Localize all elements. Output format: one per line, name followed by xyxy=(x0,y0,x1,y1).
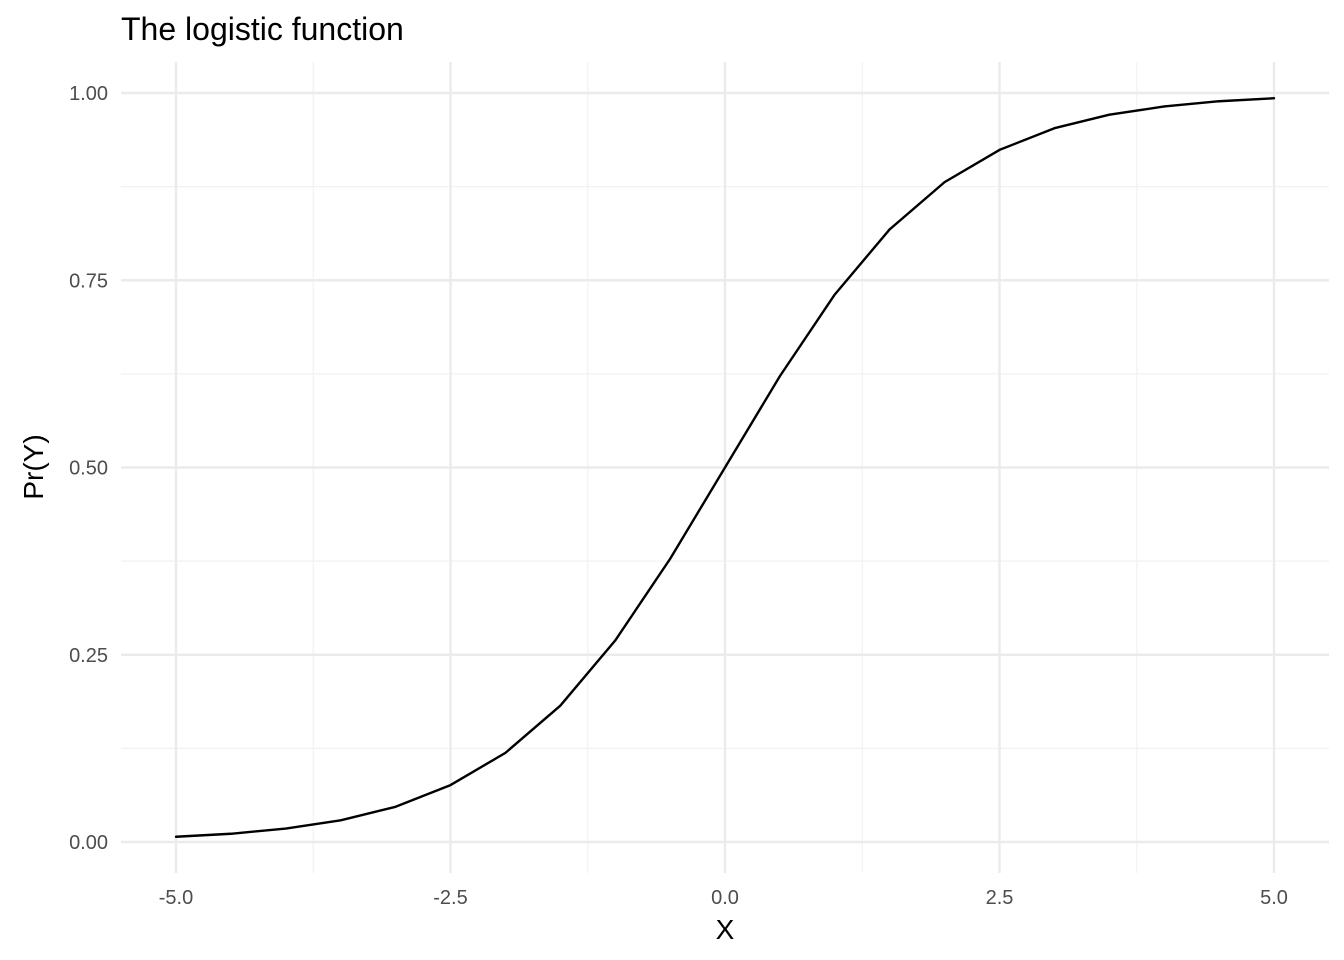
series-layer xyxy=(174,97,1276,838)
chart-title: The logistic function xyxy=(121,11,404,47)
y-axis-ticks: 0.00 0.25 0.50 0.75 1.00 xyxy=(69,83,108,854)
y-tick-label: 0.00 xyxy=(69,832,108,854)
y-tick-label: 0.50 xyxy=(69,458,108,480)
x-tick-label: -2.5 xyxy=(433,887,467,909)
y-axis-title: Pr(Y) xyxy=(18,434,49,499)
y-tick-label: 1.00 xyxy=(69,83,108,105)
y-tick-label: 0.75 xyxy=(69,270,108,292)
x-tick-label: -5.0 xyxy=(159,887,193,909)
x-axis-title: X xyxy=(716,914,735,945)
x-tick-label: 5.0 xyxy=(1260,887,1288,909)
x-axis-ticks: -5.0 -2.5 0.0 2.5 5.0 xyxy=(159,887,1288,909)
major-grid xyxy=(121,62,1329,873)
x-tick-label: 0.0 xyxy=(711,887,739,909)
logistic-curve-line xyxy=(174,97,1276,838)
x-tick-label: 2.5 xyxy=(986,887,1014,909)
y-tick-label: 0.25 xyxy=(69,645,108,667)
